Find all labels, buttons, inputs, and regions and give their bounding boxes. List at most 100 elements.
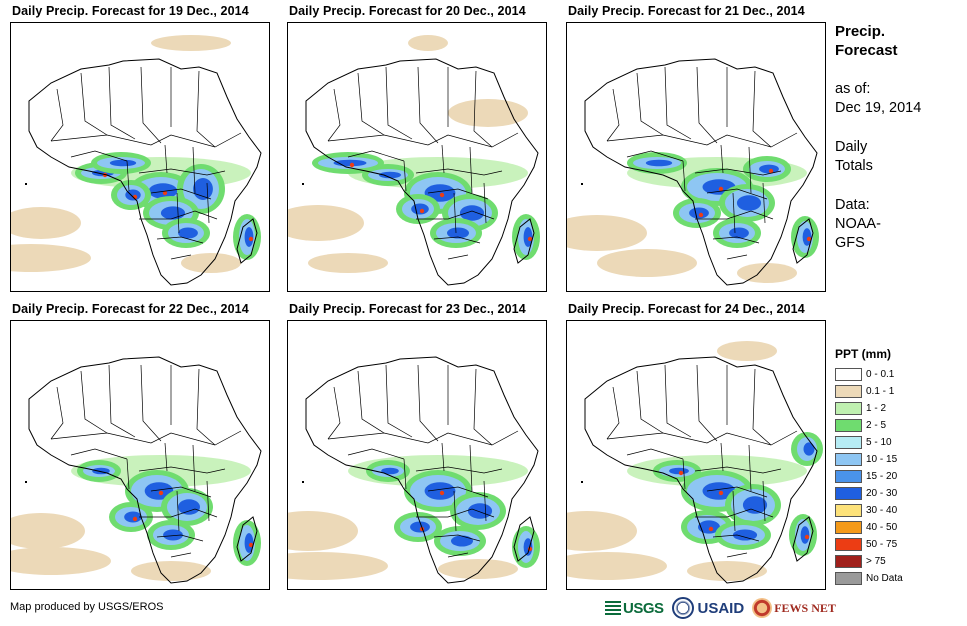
dry-region <box>308 253 388 273</box>
country-border <box>403 160 407 192</box>
precip-field <box>653 432 823 556</box>
country-border <box>453 490 457 532</box>
madagascar-outline <box>513 218 535 264</box>
map-svg <box>11 356 262 584</box>
rain-extreme <box>718 490 724 496</box>
country-border <box>748 146 752 194</box>
panel-title: Daily Precip. Forecast for 19 Dec., 2014 <box>12 4 249 18</box>
legend-swatch <box>835 555 862 568</box>
africa-precip-map <box>566 320 826 590</box>
country-border <box>606 386 620 440</box>
sidebar-title-line1: Precip. <box>835 23 886 40</box>
data-source-line3: GFS <box>835 235 865 251</box>
legend-swatch <box>835 419 862 432</box>
country-border <box>726 552 748 558</box>
map-svg <box>567 341 823 584</box>
legend-label: 10 - 15 <box>866 454 898 465</box>
rain-extreme <box>768 168 774 174</box>
country-border <box>695 508 774 518</box>
country-border <box>164 144 168 174</box>
country-border <box>762 182 766 224</box>
country-border <box>606 88 620 142</box>
island-marker <box>25 183 27 185</box>
country-border <box>126 160 130 192</box>
country-border <box>140 66 162 144</box>
africa-outline <box>305 356 539 584</box>
country-border <box>417 66 439 144</box>
rain-core <box>424 482 456 500</box>
africa-precip-map <box>10 320 270 590</box>
country-border <box>176 490 180 532</box>
country-border <box>427 486 489 498</box>
country-border <box>712 236 760 244</box>
country-border <box>357 370 385 434</box>
fewsnet-logo: FEWS NET <box>774 600 836 615</box>
legend-item: 20 - 30 <box>835 485 965 502</box>
map-svg <box>11 35 262 286</box>
country-border <box>433 534 481 542</box>
precip-field <box>77 460 261 566</box>
legend-label: 40 - 50 <box>866 522 898 533</box>
dry-region <box>11 547 111 575</box>
legend-item: 0 - 0.1 <box>835 366 965 383</box>
country-border <box>70 150 128 162</box>
africa-precip-map <box>287 320 547 590</box>
country-border <box>417 364 439 442</box>
country-border <box>150 188 212 200</box>
island-marker <box>581 481 583 483</box>
country-border <box>447 552 469 558</box>
rain-core <box>144 482 174 500</box>
map-svg <box>288 35 540 286</box>
country-border <box>447 254 469 260</box>
country-border <box>441 144 445 174</box>
rain-core <box>702 482 736 500</box>
rain-core <box>523 538 533 556</box>
totals-line2: Totals <box>835 158 873 174</box>
rain-core <box>803 442 815 456</box>
country-border <box>70 448 128 460</box>
country-border <box>752 70 772 148</box>
legend-label: 5 - 10 <box>866 437 892 448</box>
country-border <box>50 132 242 148</box>
legend-item: 10 - 15 <box>835 451 965 468</box>
info-sidebar: Precip. Forecast as of: Dec 19, 2014 Dai… <box>835 22 960 253</box>
country-border <box>453 192 457 234</box>
legend-swatch <box>835 436 862 449</box>
country-border <box>150 486 212 498</box>
country-border <box>327 132 519 148</box>
country-border <box>469 444 473 492</box>
panel-title: Daily Precip. Forecast for 22 Dec., 2014 <box>12 302 249 316</box>
africa-outline <box>28 356 262 584</box>
country-border <box>156 236 204 244</box>
country-border <box>357 72 385 136</box>
country-border <box>327 386 341 440</box>
rain-extreme <box>698 212 704 218</box>
rain-core <box>148 183 178 199</box>
rain-extreme <box>158 490 164 496</box>
africa-outline <box>28 58 262 286</box>
dry-region <box>717 341 777 361</box>
madagascar-outline <box>792 218 814 264</box>
country-border <box>206 480 210 522</box>
country-border <box>385 66 413 140</box>
rain-extreme <box>708 526 714 532</box>
legend-label: No Data <box>866 573 903 584</box>
africa-precip-map <box>287 22 547 292</box>
rain-extreme <box>527 236 533 242</box>
rain-core <box>160 206 186 220</box>
data-source-line1: Data: <box>835 197 870 213</box>
country-border <box>626 448 684 460</box>
legend-label: 1 - 2 <box>866 403 887 414</box>
country-border <box>695 210 774 220</box>
legend-label: 30 - 40 <box>866 505 898 516</box>
country-border <box>196 70 216 148</box>
rain-core <box>736 195 762 211</box>
country-border <box>694 168 782 176</box>
dry-region <box>567 552 667 580</box>
country-border <box>327 430 519 446</box>
asof-label: as of: <box>835 81 871 97</box>
forecast-panel-2: Daily Precip. Forecast for 20 Dec., 2014 <box>287 4 549 294</box>
forecast-panel-5: Daily Precip. Forecast for 23 Dec., 2014 <box>287 302 549 592</box>
rain-core <box>689 207 709 219</box>
country-border <box>164 442 168 472</box>
